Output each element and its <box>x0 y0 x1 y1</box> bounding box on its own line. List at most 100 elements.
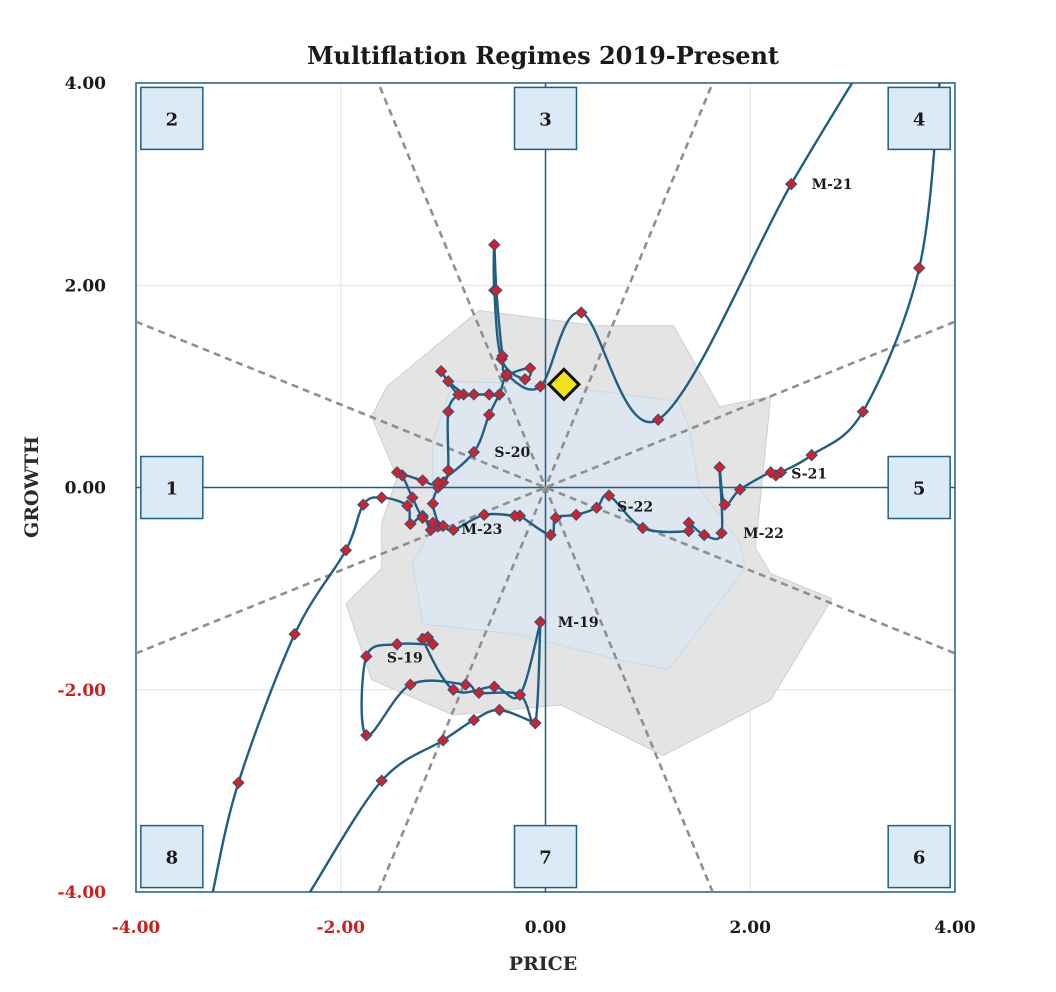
data-point-marker <box>529 716 542 730</box>
regime-box-frame <box>140 86 204 151</box>
data-point-marker <box>523 361 537 375</box>
regime-dividers <box>136 83 955 892</box>
series-group <box>211 83 941 892</box>
data-point-marker <box>426 497 440 510</box>
regime-box-6: 6 <box>887 824 951 889</box>
data-point-marker <box>452 388 465 401</box>
data-point-marker <box>500 368 513 381</box>
regime-box-label: 1 <box>166 479 179 500</box>
data-point-marker <box>404 517 417 531</box>
data-point-marker <box>477 508 491 522</box>
data-point-marker <box>715 526 728 540</box>
regime-box-7: 7 <box>513 824 578 889</box>
data-point-marker <box>339 543 353 557</box>
regime-box-2: 2 <box>140 86 204 151</box>
regime-box-label: 5 <box>913 479 926 500</box>
data-point-marker <box>697 528 711 542</box>
data-point-marker <box>912 261 926 275</box>
regime-box-frame <box>513 824 578 889</box>
point-label: S-20 <box>494 445 530 461</box>
data-point-marker <box>467 713 481 727</box>
regime-box-frame <box>887 455 951 520</box>
data-point-marker <box>493 388 506 401</box>
data-point-marker <box>508 509 521 523</box>
point-label: M-19 <box>558 615 599 631</box>
data-point-marker <box>431 476 445 489</box>
point-label: S-21 <box>791 466 827 482</box>
regime-box-1: 1 <box>140 455 204 520</box>
data-point-marker <box>447 523 460 537</box>
data-point-marker <box>590 501 603 514</box>
regime-box-label: 4 <box>913 109 926 130</box>
data-point-marker <box>784 177 798 191</box>
data-point-marker <box>390 638 404 651</box>
x-tick-label: 2.00 <box>730 918 772 938</box>
regime-box-label: 3 <box>539 109 552 130</box>
x-tick-label: -2.00 <box>317 918 366 938</box>
data-point-marker <box>406 491 419 504</box>
data-point-marker <box>472 686 486 699</box>
data-point-marker <box>602 489 616 502</box>
regime-box-label: 7 <box>539 848 552 869</box>
data-point-marker <box>442 405 455 418</box>
background-area-inner <box>411 380 746 671</box>
data-point-marker <box>360 729 373 742</box>
regime-divider-line <box>136 320 955 655</box>
y-tick-label: 4.00 <box>65 74 107 94</box>
data-point-marker <box>416 511 429 525</box>
data-point-marker <box>442 464 455 477</box>
x-tick-label: -4.00 <box>112 918 161 938</box>
regime-box-4: 4 <box>887 86 951 151</box>
data-point-marker <box>404 678 417 691</box>
data-point-marker <box>490 284 503 297</box>
data-point-marker <box>288 627 301 641</box>
data-point-marker <box>401 499 414 512</box>
x-tick-label: 4.00 <box>934 918 976 938</box>
data-point-marker <box>434 364 448 378</box>
regime-box-label: 6 <box>913 848 926 869</box>
data-point-marker <box>426 516 440 530</box>
data-point-marker <box>488 238 501 252</box>
data-point-marker <box>718 498 731 511</box>
y-tick-label: 2.00 <box>65 276 107 296</box>
data-point-marker <box>544 528 557 542</box>
data-point-marker <box>496 349 509 363</box>
regime-box-frame <box>140 824 204 889</box>
data-point-marker <box>713 461 726 474</box>
data-point-marker <box>856 405 870 418</box>
data-point-marker <box>764 466 777 479</box>
data-point-marker <box>357 498 370 511</box>
data-point-marker <box>651 413 665 426</box>
y-axis-title: GROWTH <box>21 436 43 538</box>
regime-box-frame <box>887 824 951 889</box>
data-point-marker <box>482 388 496 401</box>
data-point-marker <box>570 508 583 522</box>
regime-box-frame <box>887 86 951 151</box>
x-tick-label: 0.00 <box>525 918 567 938</box>
regime-divider-line <box>377 83 714 892</box>
data-point-marker <box>482 408 496 421</box>
data-point-marker <box>518 373 532 386</box>
data-point-marker <box>467 388 481 401</box>
data-point-marker <box>416 474 429 487</box>
data-point-marker <box>575 306 588 319</box>
data-point-marker <box>232 776 245 789</box>
data-point-marker <box>436 519 450 533</box>
data-point-marker <box>375 491 388 504</box>
data-point-marker <box>805 448 818 462</box>
data-point-marker <box>390 466 404 479</box>
point-label: S-19 <box>387 650 423 666</box>
data-point-marker <box>682 524 696 538</box>
series-line <box>308 708 536 892</box>
y-tick-label: -4.00 <box>58 883 107 903</box>
chart-title: Multiflation Regimes 2019-Present <box>307 41 779 70</box>
regime-box-frame <box>513 86 578 151</box>
data-point-marker <box>442 375 455 388</box>
x-axis-title: PRICE <box>509 953 578 975</box>
y-tick-label: -2.00 <box>58 681 107 701</box>
regime-box-label: 8 <box>166 848 179 869</box>
regime-box-8: 8 <box>140 824 204 889</box>
data-point-marker <box>493 703 506 717</box>
data-point-marker <box>733 483 747 496</box>
data-point-marker <box>549 511 562 525</box>
